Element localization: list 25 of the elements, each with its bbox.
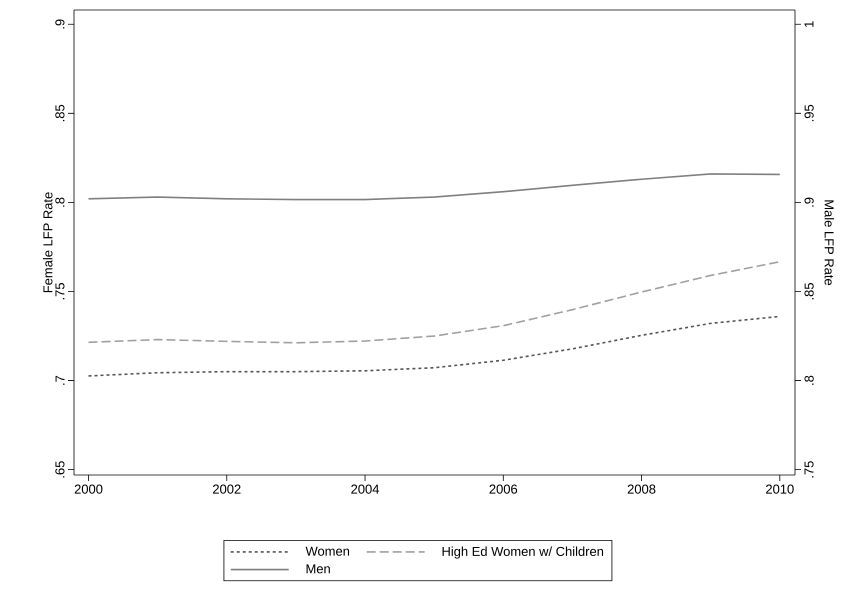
y2-axis-title: Male LFP Rate	[824, 200, 834, 286]
y-tick-label: .8	[55, 198, 64, 207]
y-tick-label: .7	[56, 376, 64, 385]
legend-label: Women	[306, 546, 350, 556]
y2-tick-label: .8	[804, 376, 814, 385]
y2-tick-label: .9	[804, 198, 814, 207]
y2-tick-label: .75	[804, 461, 814, 478]
y2-tick-label: .95	[804, 104, 814, 122]
y-tick-label: .85	[55, 104, 64, 122]
x-tick-label: 2002	[213, 484, 241, 494]
y-tick-label: .75	[55, 283, 64, 300]
line-series	[88, 173, 781, 200]
x-tick-label: 2008	[628, 484, 656, 494]
x-tick-label: 2006	[490, 484, 518, 494]
y-tick-label: .65	[55, 461, 64, 478]
line-series	[88, 260, 781, 344]
y-tick-label: .9	[55, 19, 64, 28]
x-tick-label: 2000	[74, 484, 102, 494]
x-tick-label: 2004	[351, 484, 380, 494]
y2-tick-label: 1	[804, 21, 814, 27]
legend-label: Men	[306, 564, 330, 574]
legend-label: High Ed Women w/ Children	[442, 546, 604, 559]
y-axis-title: Female LFP Rate	[42, 192, 52, 292]
y2-tick-label: .85	[804, 283, 814, 300]
x-tick-label: 2010	[766, 484, 794, 494]
